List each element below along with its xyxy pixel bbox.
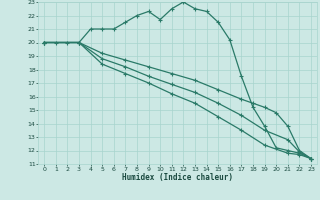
X-axis label: Humidex (Indice chaleur): Humidex (Indice chaleur) <box>122 173 233 182</box>
